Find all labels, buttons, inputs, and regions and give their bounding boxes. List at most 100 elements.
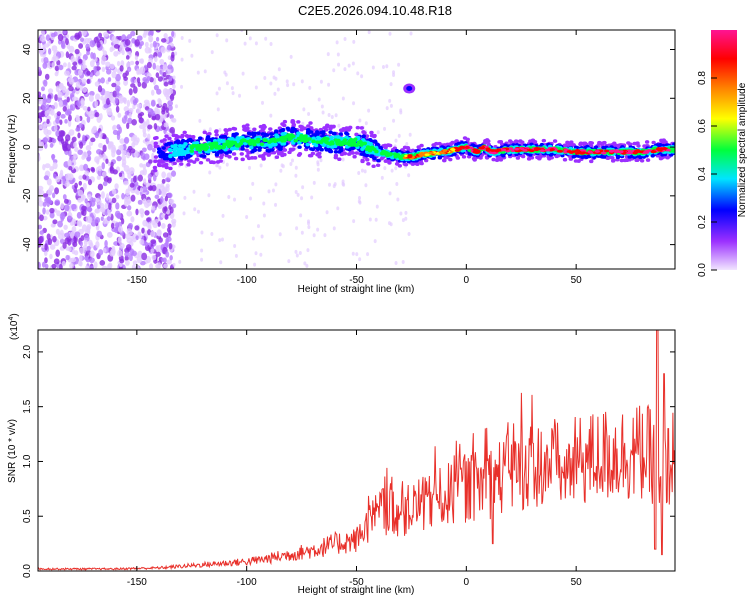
spectrogram-noise-cell <box>105 61 111 67</box>
spectrogram-cell <box>608 155 613 160</box>
spectrogram-core-cell <box>464 146 470 149</box>
spectrogram-noise-cell <box>335 40 339 45</box>
spectrogram-noise-cell <box>115 202 120 210</box>
spectrogram-cell <box>337 157 342 162</box>
spectrogram-cell <box>386 143 391 147</box>
snr-series-line <box>38 330 675 571</box>
spectrogram-cell <box>644 140 650 144</box>
spectrogram-cell <box>375 163 381 168</box>
spectrogram-cell <box>347 152 352 156</box>
spectrogram-noise-cell <box>352 101 356 106</box>
spectrogram-noise-cell <box>405 141 409 146</box>
spectrogram-cell <box>369 153 375 158</box>
spectrogram-cell <box>636 144 641 148</box>
spectrogram-noise-cell <box>160 46 166 54</box>
spectrogram-noise-cell <box>233 197 237 202</box>
spectrogram-noise-cell <box>124 251 130 257</box>
spectrogram-noise-cell <box>216 107 220 112</box>
spectrogram-noise-cell <box>41 261 46 268</box>
spectrogram-noise-cell <box>102 171 107 177</box>
spectrogram-noise-cell <box>106 231 113 238</box>
spectrogram-noise-cell <box>157 229 162 237</box>
spectrogram-noise-cell <box>158 237 163 243</box>
spectrogram-noise-cell <box>59 119 63 125</box>
spectrogram-noise-cell <box>90 137 96 143</box>
spectrogram-noise-cell <box>135 60 140 66</box>
spectrogram-cell <box>308 121 313 125</box>
spectrogram-cell <box>642 144 647 148</box>
spectrogram-noise-cell <box>148 159 153 164</box>
spectrogram-noise-cell <box>107 111 113 116</box>
spectrogram-noise-cell <box>131 264 136 269</box>
spectrogram-noise-cell <box>330 114 334 119</box>
spectrogram-noise-cell <box>81 64 86 71</box>
spectrogram-noise-cell <box>364 183 368 188</box>
spectrogram-noise-cell <box>101 162 105 170</box>
spectrogram-noise-cell <box>341 157 345 162</box>
spectrogram-noise-cell <box>253 262 257 267</box>
spectrogram-noise-cell <box>172 75 176 80</box>
spectrogram-cell <box>290 126 296 131</box>
spectrogram-noise-cell <box>107 263 112 269</box>
spectrogram-noise-cell <box>99 260 106 266</box>
spectrogram-cell <box>192 160 197 164</box>
spectrogram-noise-cell <box>394 138 398 143</box>
spectrogram-noise-cell <box>88 216 93 224</box>
spectrogram-noise-cell <box>161 171 166 179</box>
spectrogram-noise-cell <box>77 197 83 203</box>
spectrogram-noise-cell <box>65 38 69 46</box>
spectrogram-noise-cell <box>351 61 355 66</box>
spectrogram-cell <box>402 162 407 166</box>
spectrogram-cell <box>651 140 656 145</box>
spectrogram-cell <box>571 155 576 159</box>
spectrogram-noise-cell <box>156 88 162 95</box>
spectrogram-noise-cell <box>132 98 138 106</box>
spectrogram-core-cell <box>500 148 507 152</box>
spectrogram-core-cell <box>665 148 671 152</box>
spectrogram-noise-cell <box>149 263 154 269</box>
spectrogram-noise-cell <box>52 162 58 170</box>
spectrogram-noise-cell <box>154 194 160 200</box>
spectrogram-noise-cell <box>124 255 129 262</box>
spectrogram-cell <box>235 136 240 140</box>
spectrogram-cell <box>365 157 370 162</box>
spectrogram-cell <box>194 140 200 145</box>
spectrogram-noise-cell <box>94 81 100 87</box>
spectrogram-noise-cell <box>59 169 64 176</box>
spectrogram-noise-cell <box>138 117 144 124</box>
spectrogram-noise-cell <box>102 134 107 140</box>
spectrogram-noise-cell <box>43 175 49 181</box>
spectrogram-cell <box>157 163 162 168</box>
spectrogram-cell <box>227 127 232 132</box>
spectrogram-cell <box>158 154 163 158</box>
spectrogram-noise-cell <box>63 70 70 76</box>
spectrogram-noise-cell <box>276 87 280 92</box>
spectrogram-noise-cell <box>140 152 146 160</box>
spectrogram-noise-cell <box>50 108 55 116</box>
spectrogram-cell <box>385 153 390 158</box>
spectrogram-cell <box>243 128 248 132</box>
spectrogram-noise-cell <box>168 76 173 82</box>
spectrogram-noise-cell <box>375 204 379 209</box>
spectrogram-noise-cell <box>49 211 55 219</box>
spectrogram-noise-cell <box>111 197 117 204</box>
spectrogram-noise-cell <box>143 178 147 185</box>
spectrogram-noise-cell <box>317 97 321 102</box>
spectrogram-noise-cell <box>254 85 258 90</box>
spectrogram-y-label: Frequency (Hz) <box>7 115 18 184</box>
spectrogram-noise-cell <box>64 237 70 245</box>
spectrogram-noise-cell <box>171 203 177 209</box>
spectrogram-cell <box>445 142 450 147</box>
spectrogram-cell <box>153 159 158 164</box>
spectrogram-core-cell <box>442 149 448 153</box>
spectrogram-noise-cell <box>126 122 130 130</box>
spectrogram-cell <box>347 142 352 147</box>
spectrogram-cell <box>249 145 254 150</box>
spectrogram-noise-cell <box>225 162 229 167</box>
colorbar-tick-label: 0.0 <box>697 263 708 277</box>
spectrogram-noise-cell <box>144 46 151 54</box>
spectrogram-noise-cell <box>111 82 117 88</box>
spectrogram-cell <box>174 134 179 138</box>
spectrogram-cell <box>380 151 385 156</box>
spectrogram-noise-cell <box>84 170 90 176</box>
